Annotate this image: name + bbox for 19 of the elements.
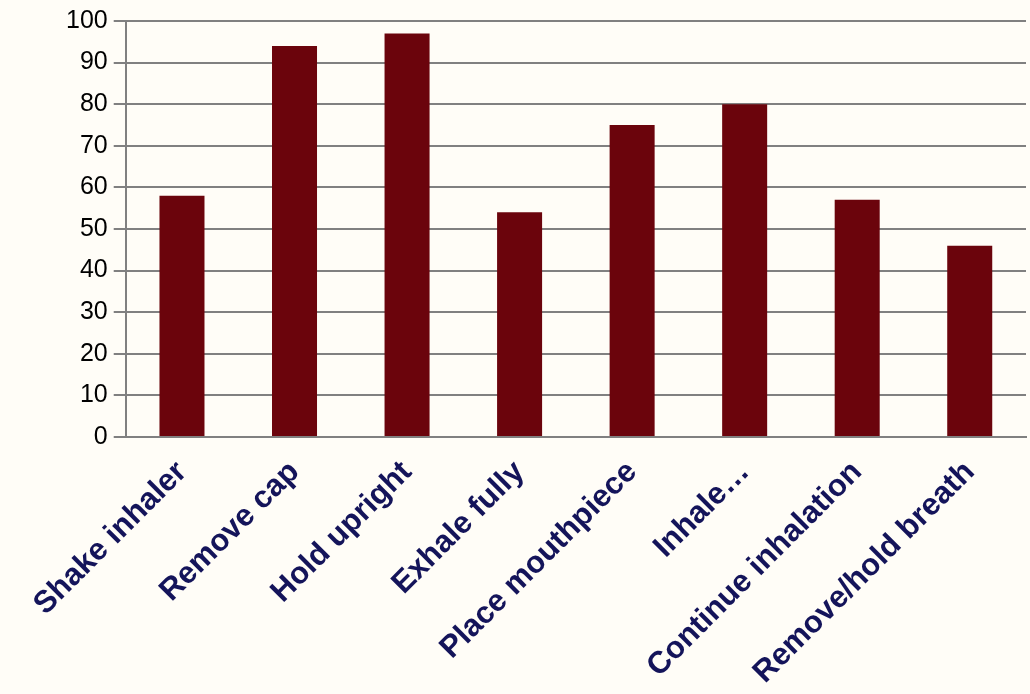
bar (272, 45, 318, 436)
y-tick-label: 30 (79, 296, 108, 325)
y-tick-label: 90 (79, 46, 108, 75)
y-tick-label: 60 (79, 171, 108, 200)
bar (384, 33, 430, 436)
bar (159, 195, 205, 436)
y-tick-label: 20 (79, 337, 108, 366)
bar (834, 199, 880, 436)
bar (722, 104, 768, 436)
y-tick-label: 100 (65, 4, 108, 33)
y-tick-label: 80 (79, 88, 108, 117)
bar (947, 245, 993, 436)
bar (497, 212, 543, 436)
y-tick-label: 10 (79, 379, 108, 408)
y-tick-label: 50 (79, 212, 108, 241)
y-tick-label: 70 (79, 129, 108, 158)
bar (609, 125, 655, 436)
y-tick-label: 0 (93, 420, 108, 449)
y-tick-label: 40 (79, 254, 108, 283)
